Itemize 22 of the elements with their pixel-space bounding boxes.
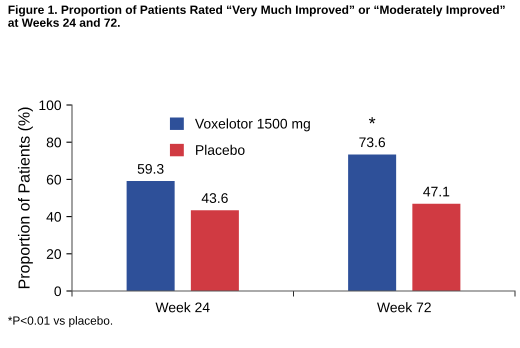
- chart-title: Figure 1. Proportion of Patients Rated “Very Much Improved” or “Moderately Improved” at Weeks 24 and 72.: [8, 5, 505, 27]
- y-tick-label: 80: [46, 138, 62, 148]
- y-tick-label: 60: [46, 174, 62, 185]
- data-label: 73.6: [359, 137, 386, 148]
- data-label: 43.6: [202, 193, 228, 203]
- bar: [412, 203, 462, 291]
- y-tick-label: 100: [39, 100, 62, 110]
- bar: [347, 154, 397, 291]
- bar: [126, 180, 176, 291]
- legend-label: Voxelotor 1500 mg: [194, 118, 310, 132]
- data-label: 47.1: [423, 186, 450, 196]
- text: *P<0.01 vs placebo.: [8, 316, 112, 328]
- annotation: *: [368, 117, 376, 124]
- y-tick-label: 20: [46, 249, 62, 259]
- legend-label: Placebo: [196, 144, 245, 155]
- bar: [190, 210, 240, 291]
- x-tick-label: Week 72: [377, 302, 431, 312]
- y-axis-title: Proportion of Patients (%): [18, 108, 33, 288]
- y-tick-label: 0: [54, 286, 62, 296]
- y-tick-label: 40: [46, 212, 62, 222]
- data-label: 59.3: [138, 164, 164, 174]
- x-tick-label: Week 24: [156, 302, 210, 312]
